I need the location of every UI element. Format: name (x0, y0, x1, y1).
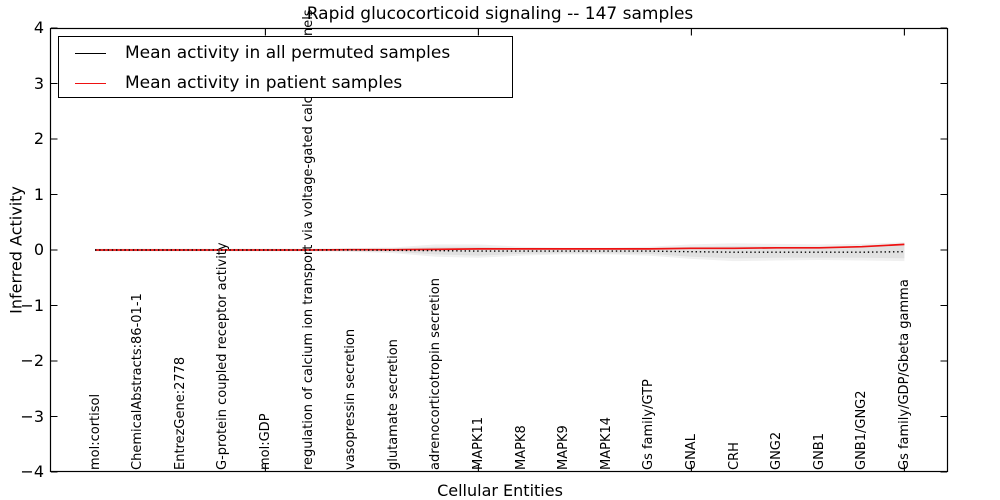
legend-label: Mean activity in all permuted samples (125, 43, 451, 63)
x-tick-label: Gs family/GDP/Gbeta gamma (896, 279, 912, 470)
y-tick-label: −1 (20, 295, 44, 315)
axis-ticks (51, 27, 947, 473)
legend-label: Mean activity in patient samples (125, 73, 403, 93)
x-tick-label: GNB1/GNG2 (854, 390, 870, 470)
legend-item-patient: Mean activity in patient samples (75, 68, 512, 98)
x-tick-label: MAPK9 (556, 425, 572, 470)
legend-item-permuted: Mean activity in all permuted samples (75, 38, 512, 68)
x-tick-label: vasopressin secretion (343, 328, 359, 470)
chart-svg (49, 27, 949, 473)
x-tick-label: G-protein coupled receptor activity (215, 242, 231, 470)
permuted-mean-line (95, 249, 905, 253)
plot-area: mol:cortisol ChemicalAbstracts:86-01-1 Ent… (49, 9, 949, 473)
x-tick-label: mol:GDP (257, 413, 273, 470)
x-tick-label: GNB1 (811, 433, 827, 470)
x-tick-label: glutamate secretion (385, 339, 401, 470)
x-axis-label: Cellular Entities (437, 481, 563, 500)
legend-line-swatch-red (75, 82, 106, 84)
x-tick-label: MAPK8 (513, 425, 529, 470)
y-tick-label: −4 (20, 462, 44, 481)
x-tick-label: ChemicalAbstracts:86-01-1 (130, 293, 146, 470)
x-tick-label: adrenocorticotropin secretion (428, 278, 444, 470)
y-tick-label: 1 (33, 184, 44, 204)
y-tick-label: −3 (20, 406, 44, 426)
y-tick-label: 3 (33, 73, 44, 93)
y-tick-label: 4 (33, 18, 44, 37)
x-tick-label: mol:cortisol (87, 393, 103, 470)
y-tick-label: −2 (20, 351, 44, 370)
x-tick-label: MAPK14 (598, 416, 614, 470)
x-tick-label: CRH (726, 442, 742, 470)
chart-title: Rapid glucocorticoid signaling -- 147 sa… (306, 4, 694, 24)
legend-line-swatch-black (75, 52, 106, 54)
x-tick-label: MAPK11 (470, 416, 486, 470)
legend: Mean activity in all permuted samples Me… (58, 36, 513, 98)
plot-border (49, 27, 949, 473)
y-tick-label: 2 (33, 129, 44, 148)
x-tick-label: GNAL (683, 434, 699, 470)
x-tick-label: GNG2 (769, 431, 785, 470)
x-tick-label: EntrezGene:2778 (172, 356, 188, 470)
y-tick-label: 0 (33, 240, 44, 259)
x-tick-label: Gs family/GTP (641, 379, 657, 470)
